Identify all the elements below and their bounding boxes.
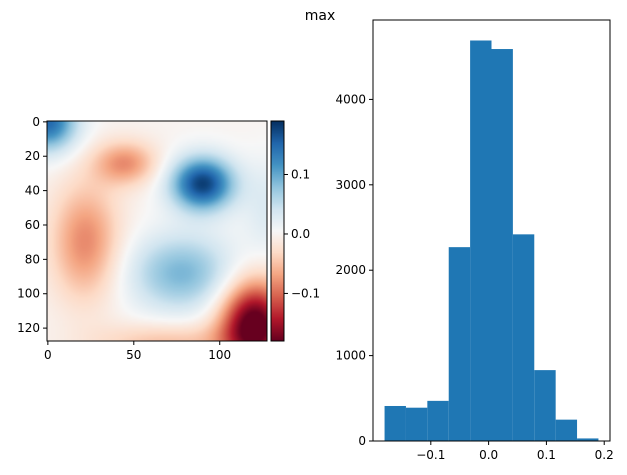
heatmap-y-tick-label: 80: [25, 252, 40, 266]
histogram-bar: [405, 407, 428, 441]
heatmap-y-tick-label: 120: [17, 321, 40, 335]
heatmap-y-tick-label: 100: [17, 287, 40, 301]
histogram-x-tick-label: −0.1: [416, 448, 445, 462]
heatmap-y-tick-label: 40: [25, 184, 40, 198]
heatmap-x-axis: 0 50 100: [44, 341, 231, 362]
heatmap-image: [47, 121, 267, 341]
histogram-y-tick-label: 3000: [335, 178, 366, 192]
histogram-x-tick-label: 0.2: [595, 448, 614, 462]
heatmap-x-tick-label: 0: [44, 348, 52, 362]
histogram-x-axis: −0.1 0.0 0.1 0.2: [416, 441, 614, 462]
heatmap-panel: 0 50 100 0 20 40 60 80 100 120: [17, 115, 268, 362]
histogram-y-tick-label: 2000: [335, 263, 366, 277]
heatmap-y-tick-label: 60: [25, 218, 40, 232]
histogram-bars: [384, 40, 599, 441]
histogram-bar: [577, 438, 599, 441]
colorbar-gradient: [271, 121, 284, 341]
heatmap-y-axis: 0 20 40 60 80 100 120: [17, 115, 47, 335]
histogram-bar: [512, 234, 535, 441]
colorbar-tick-label: 0.1: [291, 168, 310, 182]
histogram-bar: [491, 49, 513, 441]
histogram-bar: [470, 40, 492, 441]
histogram-y-tick-label: 1000: [335, 349, 366, 363]
heatmap-x-tick-label: 50: [126, 348, 141, 362]
colorbar: −0.1 0.0 0.1: [270, 120, 320, 342]
histogram-x-tick-label: 0.0: [479, 448, 498, 462]
heatmap-x-tick-label: 100: [208, 348, 231, 362]
histogram-bar: [448, 247, 471, 441]
histogram-panel: −0.1 0.0 0.1 0.2 0 1000 2000 3000 4000: [335, 19, 614, 462]
histogram-bar: [384, 405, 406, 441]
colorbar-tick-label: −0.1: [291, 286, 320, 300]
colorbar-tick-label: 0.0: [291, 227, 310, 241]
histogram-y-tick-label: 0: [358, 434, 366, 448]
histogram-bar: [555, 419, 578, 441]
histogram-y-axis: 0 1000 2000 3000 4000: [335, 92, 373, 448]
heatmap-frame: [46, 120, 268, 342]
histogram-bar: [534, 370, 556, 441]
histogram-x-tick-label: 0.1: [537, 448, 556, 462]
colorbar-frame: [270, 120, 285, 342]
histogram-y-tick-label: 4000: [335, 92, 366, 106]
histogram-frame: [372, 19, 611, 442]
heatmap-y-tick-label: 0: [32, 115, 40, 129]
histogram-bar: [427, 400, 449, 441]
heatmap-y-tick-label: 20: [25, 149, 40, 163]
colorbar-axis: −0.1 0.0 0.1: [284, 168, 320, 300]
figure-title: max: [304, 8, 336, 24]
